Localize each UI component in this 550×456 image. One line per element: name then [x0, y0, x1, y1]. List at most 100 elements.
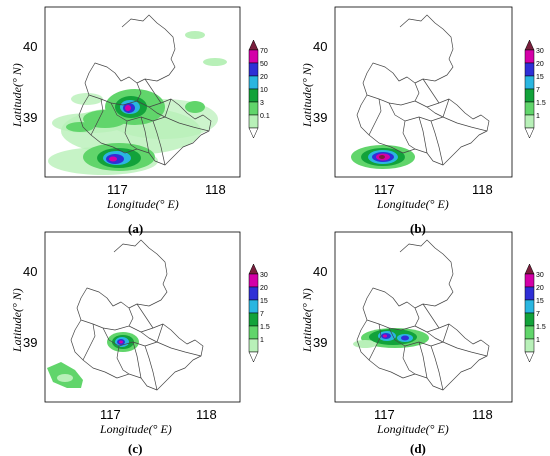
y-tick: 40: [313, 39, 327, 54]
y-tick: 39: [313, 110, 327, 125]
legend-label: 7: [536, 311, 540, 318]
legend-label: 0.1: [260, 113, 270, 120]
panel-label: (d): [410, 441, 426, 456]
legend-swatch: [524, 49, 535, 64]
legend-label: 1: [536, 337, 540, 344]
x-tick: 117: [374, 407, 395, 422]
legend-label: 20: [260, 285, 268, 292]
legend-swatch: [248, 101, 259, 116]
legend-swatch: [248, 299, 259, 314]
map-frame: [44, 231, 241, 403]
x-axis-title: Longitude(° E): [376, 422, 449, 436]
x-tick: 118: [472, 407, 493, 422]
legend-label: 1.5: [536, 324, 546, 331]
legend-swatch: [524, 273, 535, 288]
precip-field: [353, 328, 429, 348]
y-tick: 39: [23, 110, 37, 125]
legend-label: 20: [536, 285, 544, 292]
legend-label: 20: [536, 61, 544, 68]
legend-arrow-bottom: [524, 127, 535, 139]
legend-c: 30 20 15 7 1.5 1: [248, 263, 270, 363]
legend-swatch: [524, 62, 535, 77]
legend-label: 1: [536, 113, 540, 120]
legend-label: 1.5: [536, 100, 546, 107]
legend-label: 50: [260, 61, 268, 68]
x-axis-title: Longitude(° E): [99, 422, 172, 436]
legend-swatch: [524, 75, 535, 90]
legend-label: 1: [260, 337, 264, 344]
panel-b: 40 39 117 118 Longitude(° E) Latitude(° …: [300, 6, 513, 236]
legend-label: 30: [260, 272, 268, 279]
legend-swatch: [248, 325, 259, 340]
panel-label: (c): [128, 441, 142, 456]
x-tick: 117: [107, 182, 128, 197]
legend-label: 7: [260, 311, 264, 318]
legend-swatch: [524, 114, 535, 129]
precip-field: [47, 332, 139, 388]
legend-swatch: [524, 88, 535, 103]
legend-arrow-top: [248, 39, 259, 51]
map-frame: [334, 231, 513, 403]
legend-arrow-top: [524, 263, 535, 275]
legend-swatch: [524, 338, 535, 353]
legend-a: 70 50 20 10 3 0.1: [248, 39, 270, 139]
legend-label: 10: [260, 87, 268, 94]
map-frame: [44, 6, 241, 178]
legend-label: 3: [260, 100, 264, 107]
tianjin-boundary-map: [356, 14, 490, 166]
y-axis-title: Latitude(° N): [10, 63, 24, 128]
y-tick: 39: [23, 335, 37, 350]
legend-label: 15: [536, 298, 544, 305]
legend-swatch: [248, 62, 259, 77]
legend-label: 7: [536, 87, 540, 94]
x-tick: 117: [374, 182, 395, 197]
legend-label: 15: [260, 298, 268, 305]
legend-swatch: [248, 273, 259, 288]
y-axis-title: Latitude(° N): [10, 288, 24, 353]
legend-arrow-bottom: [524, 351, 535, 363]
legend-label: 20: [260, 74, 268, 81]
legend-swatch: [248, 75, 259, 90]
precip-field: [48, 31, 227, 175]
x-tick: 118: [205, 182, 226, 197]
tianjin-boundary-map: [356, 239, 490, 391]
precip-field: [351, 145, 415, 169]
legend-label: 30: [536, 272, 544, 279]
panel-a: 40 39 117 118 Longitude(° E) Latitude(° …: [10, 6, 241, 236]
legend-swatch: [524, 299, 535, 314]
legend-arrow-bottom: [248, 351, 259, 363]
legend-arrow-top: [524, 39, 535, 51]
y-tick: 40: [313, 264, 327, 279]
legend-swatch: [524, 101, 535, 116]
legend-swatch: [524, 286, 535, 301]
legend-swatch: [248, 312, 259, 327]
panel-c: 40 39 117 118 Longitude(° E) Latitude(° …: [10, 231, 241, 456]
legend-label: 70: [260, 48, 268, 55]
panel-d: 40 39 117 118 Longitude(° E) Latitude(° …: [300, 231, 513, 456]
legend-arrow-bottom: [248, 127, 259, 139]
legend-swatch: [248, 338, 259, 353]
legend-swatch: [248, 114, 259, 129]
panel-label: (a): [128, 221, 143, 236]
legend-swatch: [248, 88, 259, 103]
panel-label: (b): [410, 221, 426, 236]
legend-swatch: [248, 49, 259, 64]
legend-label: 30: [536, 48, 544, 55]
y-tick: 40: [23, 264, 37, 279]
tianjin-boundary-map: [70, 239, 204, 391]
x-tick: 117: [100, 407, 121, 422]
y-axis-title: Latitude(° N): [300, 288, 314, 353]
legend-d: 30 20 15 7 1.5 1: [524, 263, 546, 363]
legend-label: 15: [536, 74, 544, 81]
x-axis-title: Longitude(° E): [106, 197, 179, 211]
y-tick: 39: [313, 335, 327, 350]
y-tick: 40: [23, 39, 37, 54]
x-tick: 118: [472, 182, 493, 197]
legend-label: 1.5: [260, 324, 270, 331]
y-axis-title: Latitude(° N): [300, 63, 314, 128]
map-frame: [334, 6, 513, 178]
x-axis-title: Longitude(° E): [376, 197, 449, 211]
legend-swatch: [524, 312, 535, 327]
legend-swatch: [524, 325, 535, 340]
legend-arrow-top: [248, 263, 259, 275]
